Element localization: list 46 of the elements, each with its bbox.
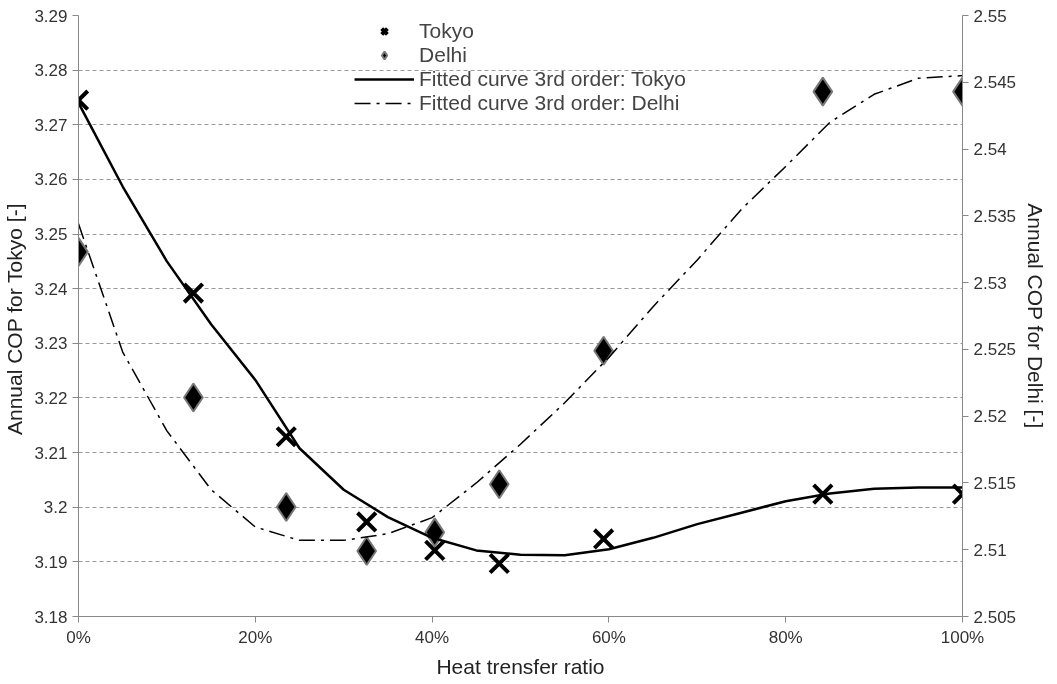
point xyxy=(592,527,615,551)
legend-label: Tokyo xyxy=(419,19,474,43)
x-tick-label: 40% xyxy=(415,627,450,647)
y2-tick-label: 2.545 xyxy=(973,73,1017,93)
y-tick-label: 3.21 xyxy=(34,443,68,463)
y2-tick-label: 2.55 xyxy=(973,6,1007,26)
y2-tick-label: 2.53 xyxy=(973,273,1007,293)
point xyxy=(182,281,205,305)
y2-tick-label: 2.51 xyxy=(973,540,1007,560)
point xyxy=(811,482,835,506)
point xyxy=(275,425,298,448)
y2-tick-label: 2.535 xyxy=(973,206,1017,226)
x-tick-label: 20% xyxy=(238,627,273,647)
y-tick-label: 3.27 xyxy=(34,115,68,135)
y2-tick-label: 2.525 xyxy=(973,340,1017,360)
y-tick-label: 3.18 xyxy=(34,607,68,627)
y-tick-label: 3.19 xyxy=(34,552,68,572)
y-tick-label: 3.22 xyxy=(34,388,68,408)
y-tick-label: 3.28 xyxy=(34,61,68,81)
point xyxy=(423,539,446,562)
y-tick-label: 3.2 xyxy=(43,498,68,518)
y2-tick-label: 2.505 xyxy=(973,607,1017,627)
x-tick-label: 0% xyxy=(66,627,91,647)
point xyxy=(355,510,378,534)
point xyxy=(488,552,511,575)
y-tick-label: 3.25 xyxy=(34,225,68,245)
y2-axis-title: Annual COP for Delhi [-] xyxy=(1024,203,1048,429)
y2-tick-label: 2.54 xyxy=(973,140,1007,160)
y-tick-label: 3.26 xyxy=(34,170,68,190)
point xyxy=(356,536,378,567)
x-tick-label: 80% xyxy=(768,627,803,647)
y2-tick-label: 2.515 xyxy=(973,473,1017,493)
point xyxy=(812,76,834,107)
y-tick-label: 3.24 xyxy=(34,279,68,299)
point xyxy=(275,491,297,522)
x-tick-label: 60% xyxy=(591,627,626,647)
legend-label: Fitted curve 3rd order: Tokyo xyxy=(419,67,686,91)
x-axis-title: Heat trensfer ratio xyxy=(436,654,605,678)
y-axis-title: Annual COP for Tokyo [-] xyxy=(3,203,27,436)
legend-label: Fitted curve 3rd order: Delhi xyxy=(419,91,680,115)
y2-tick-label: 2.52 xyxy=(973,407,1007,427)
x-tick-label: 100% xyxy=(940,627,985,647)
y-tick-label: 3.23 xyxy=(34,334,68,354)
y-tick-label: 3.29 xyxy=(34,6,68,26)
legend-label: Delhi xyxy=(419,43,467,67)
point xyxy=(488,469,510,500)
